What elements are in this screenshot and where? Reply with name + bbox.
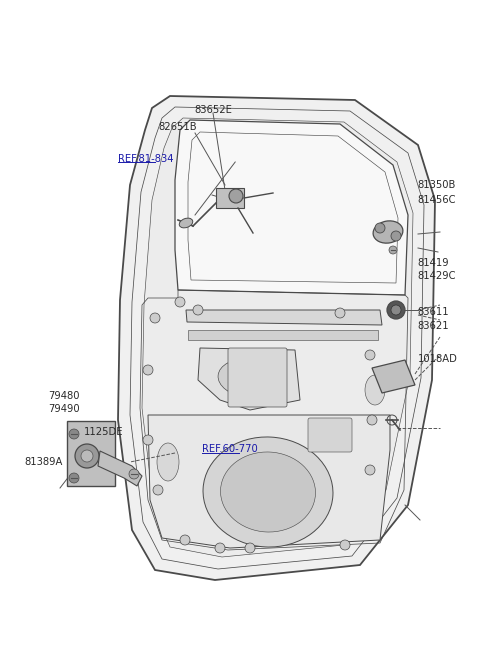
Ellipse shape: [203, 437, 333, 547]
Circle shape: [75, 444, 99, 468]
FancyBboxPatch shape: [228, 348, 287, 407]
Circle shape: [129, 469, 139, 479]
Circle shape: [365, 350, 375, 360]
Circle shape: [245, 543, 255, 553]
FancyBboxPatch shape: [308, 418, 352, 452]
Text: 83621: 83621: [418, 320, 449, 331]
Text: 81389A: 81389A: [24, 457, 62, 467]
Text: 1125DE: 1125DE: [84, 427, 123, 438]
Circle shape: [367, 415, 377, 425]
Circle shape: [69, 473, 79, 483]
Circle shape: [150, 313, 160, 323]
Circle shape: [215, 543, 225, 553]
Circle shape: [175, 297, 185, 307]
Text: 79480: 79480: [48, 391, 80, 402]
Ellipse shape: [218, 359, 278, 397]
Text: 1018AD: 1018AD: [418, 354, 457, 364]
Circle shape: [335, 308, 345, 318]
Ellipse shape: [220, 452, 315, 532]
Bar: [216, 188, 244, 208]
Circle shape: [69, 429, 79, 439]
Circle shape: [340, 540, 350, 550]
Circle shape: [391, 231, 401, 241]
Ellipse shape: [157, 443, 179, 481]
Circle shape: [229, 189, 243, 203]
Circle shape: [193, 305, 203, 315]
Polygon shape: [148, 415, 390, 548]
Polygon shape: [372, 360, 415, 393]
Polygon shape: [98, 451, 142, 486]
Text: 82651B: 82651B: [158, 122, 197, 132]
Polygon shape: [188, 330, 378, 340]
Circle shape: [391, 305, 401, 315]
Circle shape: [389, 246, 397, 254]
Text: 83611: 83611: [418, 307, 449, 318]
Circle shape: [180, 535, 190, 545]
Polygon shape: [175, 120, 408, 295]
Polygon shape: [186, 310, 382, 325]
Text: REF.81-834: REF.81-834: [118, 153, 173, 164]
Ellipse shape: [179, 218, 193, 228]
Text: 81419: 81419: [418, 257, 449, 268]
Circle shape: [365, 465, 375, 475]
Text: 81429C: 81429C: [418, 271, 456, 281]
Circle shape: [143, 365, 153, 375]
Circle shape: [153, 485, 163, 495]
Bar: [67, 421, 115, 486]
Circle shape: [375, 223, 385, 233]
Text: 81456C: 81456C: [418, 195, 456, 205]
Circle shape: [81, 450, 93, 462]
Ellipse shape: [365, 375, 385, 405]
Text: REF.60-770: REF.60-770: [202, 443, 257, 454]
Circle shape: [143, 435, 153, 445]
Ellipse shape: [373, 221, 403, 243]
Polygon shape: [118, 96, 435, 580]
Text: 83652E: 83652E: [195, 105, 232, 115]
Polygon shape: [198, 348, 300, 410]
Polygon shape: [142, 118, 413, 557]
Text: 81350B: 81350B: [418, 179, 456, 190]
Circle shape: [387, 301, 405, 319]
Text: 79490: 79490: [48, 404, 80, 415]
